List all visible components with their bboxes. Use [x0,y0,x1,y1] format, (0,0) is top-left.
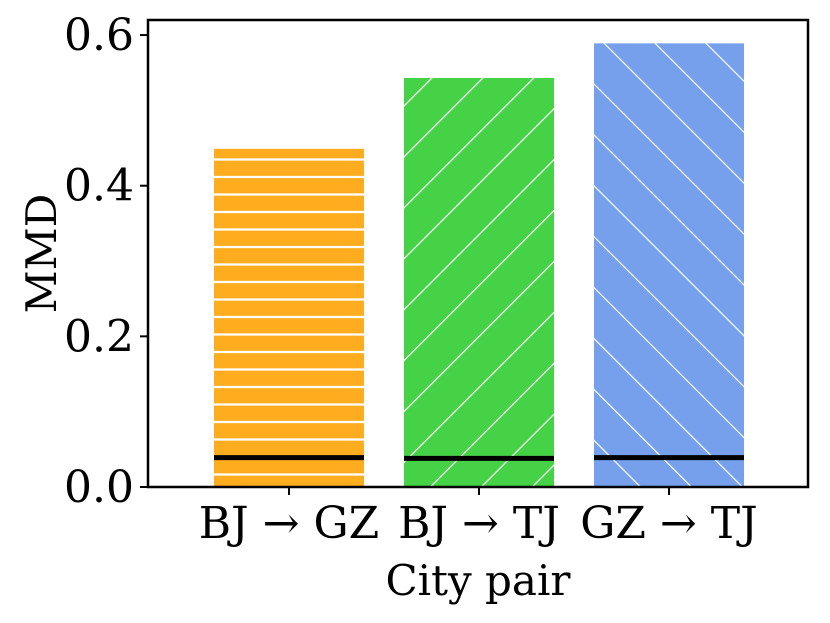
y-tick-label-4: 0.6 [64,10,134,61]
y-axis: 0.0 0.2 0.4 0.6 [64,10,148,513]
y-tick-label-3: 0.4 [64,161,134,212]
baseline-markers [214,455,744,461]
x-axis-label: City pair [386,556,572,605]
x-tick-label-2: BJ → TJ [398,498,560,549]
x-axis: BJ → GZ BJ → TJ GZ → TJ [199,487,758,549]
y-tick-label-1: 0.0 [64,462,134,513]
y-axis-label: MMD [17,194,66,314]
x-tick-label-3: GZ → TJ [580,498,758,549]
x-tick-label-1: BJ → GZ [199,498,380,549]
bar-hatch-1 [214,148,364,487]
bar-hatch-3 [594,43,744,487]
bars-layer [214,43,744,488]
y-tick-label-2: 0.2 [64,311,134,362]
bar-hatch-2 [404,77,554,488]
